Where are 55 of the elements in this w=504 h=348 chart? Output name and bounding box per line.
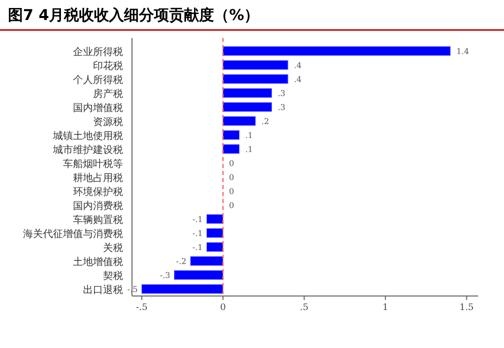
y-tick-label: 契税	[103, 270, 123, 282]
data-label: .3	[278, 89, 286, 98]
x-tick-label: .5	[300, 303, 309, 313]
data-label: .4	[294, 75, 302, 84]
chart-title: 图7 4月税收收入细分项贡献度（%）	[8, 6, 260, 24]
y-tick-label: 车船烟叶税等	[63, 158, 123, 170]
y-tick-label: 出口退税	[83, 284, 123, 296]
y-tick-label: 环境保护税	[73, 186, 123, 198]
data-label: .4	[294, 61, 302, 70]
data-label: -.1	[192, 215, 203, 224]
data-label: 0	[228, 187, 234, 196]
bar	[222, 88, 272, 98]
y-tick-label: 土地增值税	[73, 256, 123, 268]
data-label: -.2	[176, 257, 186, 266]
y-tick-label: 车辆购置税	[73, 214, 123, 226]
data-label: -.1	[192, 229, 203, 238]
y-tick-label: 房产税	[93, 88, 123, 100]
data-label: 0	[228, 173, 234, 182]
bar	[141, 284, 224, 294]
bar	[206, 242, 224, 252]
data-label: 0	[228, 201, 234, 210]
bar	[206, 214, 224, 224]
y-tick-label: 资源税	[93, 116, 123, 128]
data-label: -.1	[192, 243, 203, 252]
bar	[222, 102, 272, 112]
data-label: .3	[278, 103, 286, 112]
bar	[222, 144, 240, 154]
y-tick-label: 海关代征增值与消费税	[23, 228, 123, 240]
y-tick-label: 企业所得税	[73, 46, 123, 58]
bar	[222, 116, 256, 126]
bar	[222, 130, 240, 140]
y-tick-label: 城镇土地使用税	[52, 130, 123, 142]
bar	[222, 60, 288, 70]
bar	[222, 46, 451, 56]
data-label: -.3	[160, 271, 170, 280]
y-tick-label: 印花税	[93, 60, 123, 72]
data-label: .1	[245, 131, 253, 140]
y-tick-label: 耕地占用税	[73, 172, 123, 184]
y-tick-label: 国内增值税	[73, 102, 123, 114]
data-label: .2	[261, 117, 270, 126]
x-tick-label: -.5	[136, 303, 148, 313]
y-tick-label: 关税	[103, 242, 123, 254]
data-label: .1	[245, 145, 253, 154]
y-tick-label: 个人所得税	[73, 74, 123, 86]
x-tick-label: 0	[220, 303, 226, 313]
y-tick-label: 城市维护建设税	[52, 144, 123, 156]
bar	[206, 228, 224, 238]
bar	[174, 270, 224, 280]
data-label: 0	[228, 159, 234, 168]
bar	[222, 74, 288, 84]
y-tick-label: 国内消费税	[73, 200, 123, 212]
x-tick-label: 1.5	[459, 303, 474, 313]
data-label: 1.4	[456, 47, 470, 56]
x-tick-label: 1	[382, 303, 388, 313]
bar	[190, 256, 224, 266]
